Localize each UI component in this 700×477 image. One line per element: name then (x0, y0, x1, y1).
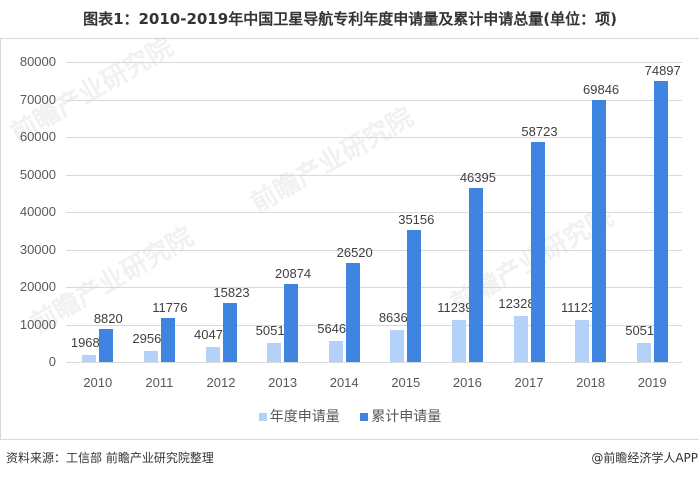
data-label: 8820 (93, 310, 123, 326)
bar-cumulative[interactable] (468, 188, 483, 362)
bar-annual[interactable] (575, 320, 590, 362)
gridline (66, 99, 682, 101)
data-label: 11123 (560, 300, 596, 316)
chart-frame (0, 38, 699, 440)
bar-cumulative[interactable] (530, 141, 545, 362)
bar-cumulative[interactable] (160, 317, 175, 362)
legend-item-cumulative[interactable]: 累计申请量 (360, 406, 441, 426)
gridline (66, 174, 682, 176)
bar-annual[interactable] (267, 343, 282, 362)
bar-annual[interactable] (513, 315, 528, 362)
data-label: 8636 (378, 309, 408, 325)
bar-annual[interactable] (636, 343, 651, 362)
data-label: 58723 (521, 123, 558, 139)
data-label: 15823 (213, 284, 250, 300)
data-label: 11776 (152, 299, 188, 315)
bar-cumulative[interactable] (284, 283, 299, 362)
gridline (66, 362, 682, 363)
x-tick-label: 2012 (206, 375, 236, 390)
gridline (66, 62, 682, 63)
data-label: 5051 (625, 323, 655, 339)
bar-annual[interactable] (143, 350, 158, 362)
data-label: 74897 (644, 63, 681, 79)
y-tick-label: 40000 (19, 204, 56, 219)
data-label: 5646 (317, 320, 347, 336)
bar-cumulative[interactable] (407, 230, 422, 362)
x-tick-label: 2017 (514, 375, 544, 390)
legend-swatch-icon (258, 413, 267, 421)
x-tick-label: 2011 (145, 375, 174, 390)
source-note: 资料来源：工信部 前瞻产业研究院整理 (6, 451, 214, 465)
bar-cumulative[interactable] (653, 81, 668, 362)
gridline (66, 212, 682, 213)
bar-annual[interactable] (205, 346, 220, 362)
data-label: 4047 (194, 326, 223, 342)
gridline (66, 324, 682, 326)
x-tick-label: 2015 (391, 375, 421, 390)
bar-cumulative[interactable] (99, 328, 114, 362)
data-label: 69846 (583, 82, 620, 98)
data-label: 46395 (459, 170, 496, 186)
data-label: 12328 (498, 295, 535, 311)
y-tick-label: 60000 (19, 129, 56, 144)
data-label: 1968 (70, 334, 100, 350)
y-tick-label: 20000 (19, 279, 56, 294)
data-label: 5051 (255, 323, 285, 339)
data-label: 35156 (398, 212, 435, 228)
y-tick-label: 70000 (19, 91, 56, 107)
bar-annual[interactable] (328, 340, 343, 362)
bar-cumulative[interactable] (592, 100, 607, 362)
gridline (66, 287, 682, 288)
y-tick-label: 80000 (19, 54, 56, 69)
x-tick-label: 2013 (268, 375, 298, 390)
y-tick-label: 50000 (19, 166, 56, 182)
chart-title: 图表1：2010-2019年中国卫星导航专利年度申请量及累计申请总量(单位：项) (83, 10, 617, 28)
legend-label: 累计申请量 (371, 409, 442, 425)
bar-cumulative[interactable] (345, 262, 360, 362)
gridline (66, 137, 682, 138)
y-tick-label: 0 (48, 354, 56, 369)
x-tick-label: 2018 (576, 375, 606, 390)
legend-item-annual[interactable]: 年度申请量 (258, 406, 340, 426)
x-tick-label: 2019 (637, 375, 667, 390)
data-label: 26520 (336, 244, 373, 260)
x-tick-label: 2016 (452, 375, 482, 390)
x-tick-label: 2014 (329, 375, 359, 390)
data-label: 11239 (437, 299, 473, 315)
gridline (66, 249, 682, 251)
bar-annual[interactable] (451, 319, 466, 362)
plot-area: 1968 8820 2956 11776 4047 15823 5051 20874 5646 2… (66, 62, 682, 363)
y-tick-label: 30000 (19, 241, 56, 257)
legend: 年度申请量 累计申请量 (0, 406, 700, 426)
legend-swatch-icon (360, 413, 369, 421)
y-tick-label: 10000 (19, 316, 56, 332)
bar-annual[interactable] (390, 329, 405, 362)
legend-label: 年度申请量 (269, 409, 340, 425)
bar-cumulative[interactable] (222, 302, 237, 362)
bar-annual[interactable] (82, 354, 97, 362)
credit: @前瞻经济学人APP (591, 451, 698, 465)
data-label: 2956 (132, 330, 162, 346)
data-label: 20874 (275, 265, 312, 281)
x-tick-label: 2010 (83, 375, 113, 390)
